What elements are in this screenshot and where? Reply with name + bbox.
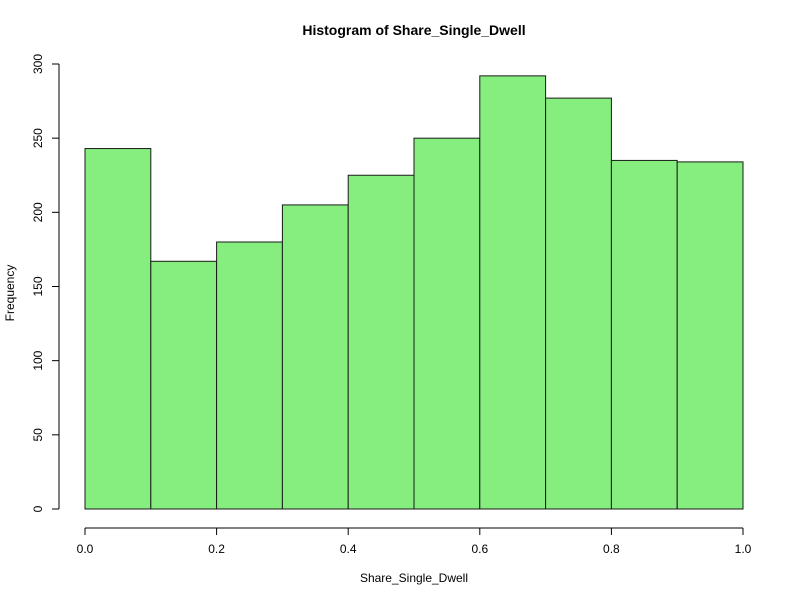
y-axis: 0 50 100 150 200 250 300	[31, 54, 60, 512]
chart-title: Histogram of Share_Single_Dwell	[302, 22, 525, 38]
histogram-bar	[216, 241, 283, 510]
x-tick-label: 0.6	[471, 542, 488, 556]
histogram-bar	[413, 137, 481, 510]
histogram-bar	[545, 97, 612, 510]
y-tick-label: 200	[31, 202, 45, 222]
histogram-bar	[676, 161, 744, 510]
bars-group	[84, 75, 744, 510]
y-tick-label: 100	[31, 350, 45, 370]
x-tick-label: 1.0	[735, 542, 752, 556]
x-tick-label: 0.2	[208, 542, 225, 556]
x-tick-label: 0.0	[77, 542, 94, 556]
x-tick-label: 0.8	[603, 542, 620, 556]
x-axis-title: Share_Single_Dwell	[360, 571, 468, 585]
x-tick-label: 0.4	[340, 542, 357, 556]
histogram-bar	[610, 159, 678, 510]
y-tick-label: 150	[31, 276, 45, 296]
y-tick-label: 300	[31, 54, 45, 74]
histogram-bar	[150, 260, 218, 510]
histogram-bar	[281, 204, 349, 510]
y-tick-label: 250	[31, 128, 45, 148]
histogram-bar	[347, 174, 415, 510]
histogram-bar	[479, 75, 547, 510]
y-tick-label: 50	[31, 428, 45, 442]
y-tick-label: 0	[31, 505, 45, 512]
histogram-bar	[84, 148, 152, 510]
y-axis-title: Frequency	[3, 265, 17, 322]
x-axis: 0.0 0.2 0.4 0.6 0.8 1.0	[77, 527, 752, 556]
